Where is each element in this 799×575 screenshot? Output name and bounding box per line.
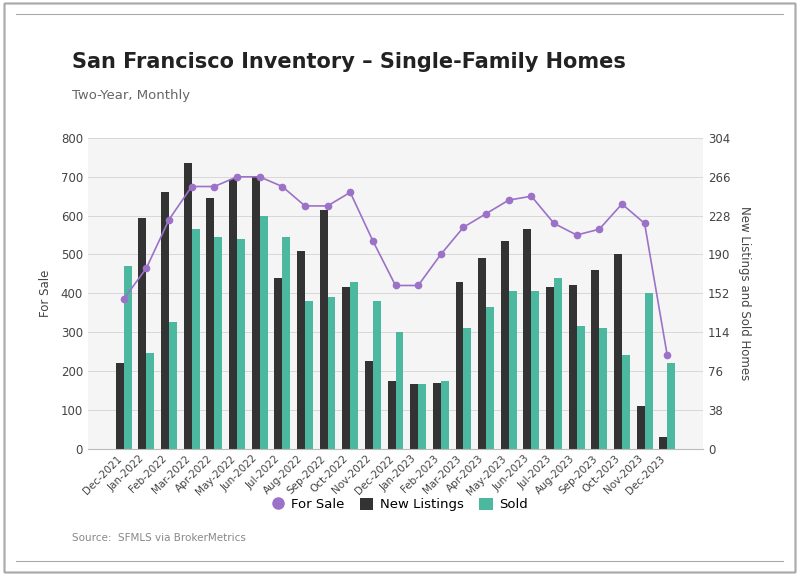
For Sale [481, 210, 491, 217]
Bar [124, 266, 132, 448]
Legend: For Sale, New Listings, Sold: For Sale, New Listings, Sold [266, 493, 533, 517]
Bar [297, 251, 305, 448]
Bar [214, 237, 222, 448]
Bar [667, 363, 675, 448]
For Sale [640, 220, 650, 227]
Bar [614, 254, 622, 448]
Bar [192, 229, 200, 448]
Bar [659, 437, 667, 448]
Bar [373, 301, 381, 448]
Bar [146, 354, 154, 448]
For Sale [368, 237, 378, 244]
For Sale [662, 352, 672, 359]
For Sale [504, 197, 514, 204]
Text: San Francisco Inventory – Single-Family Homes: San Francisco Inventory – Single-Family … [72, 52, 626, 72]
Bar [328, 297, 336, 448]
Bar [523, 229, 531, 448]
Bar [305, 301, 313, 448]
Bar [365, 361, 373, 449]
Bar [486, 307, 494, 448]
Bar [396, 332, 403, 448]
Bar [509, 292, 517, 448]
Bar [645, 293, 653, 448]
Bar [274, 278, 282, 448]
Bar [478, 258, 486, 448]
For Sale [594, 226, 604, 233]
Bar [637, 406, 645, 448]
For Sale [413, 282, 423, 289]
Bar [229, 179, 237, 448]
For Sale [527, 193, 536, 200]
For Sale [141, 264, 151, 271]
Bar [531, 292, 539, 448]
Bar [161, 192, 169, 448]
Bar [569, 286, 577, 448]
Bar [418, 385, 426, 448]
For Sale [459, 224, 468, 231]
Bar [320, 210, 328, 448]
For Sale [323, 202, 332, 209]
For Sale [300, 202, 310, 209]
Bar [282, 237, 290, 448]
Bar [546, 288, 554, 448]
Bar [591, 270, 599, 448]
For Sale [233, 174, 242, 181]
Bar [342, 288, 350, 448]
Bar [350, 282, 358, 448]
Bar [252, 177, 260, 448]
Bar [260, 216, 268, 448]
Bar [169, 323, 177, 448]
For Sale [209, 183, 219, 190]
For Sale [617, 201, 626, 208]
For Sale [436, 251, 446, 258]
For Sale [549, 220, 559, 227]
Bar [501, 241, 509, 448]
For Sale [187, 183, 197, 190]
Bar [622, 355, 630, 449]
Text: Two-Year, Monthly: Two-Year, Monthly [72, 89, 190, 102]
Y-axis label: For Sale: For Sale [39, 270, 53, 317]
Line: For Sale: For Sale [121, 174, 670, 358]
Text: Source:  SFMLS via BrokerMetrics: Source: SFMLS via BrokerMetrics [72, 534, 246, 543]
For Sale [165, 216, 174, 223]
Bar [441, 381, 449, 448]
Y-axis label: New Listings and Sold Homes: New Listings and Sold Homes [738, 206, 751, 381]
Bar [410, 385, 418, 448]
Bar [206, 198, 214, 448]
For Sale [345, 189, 355, 196]
Bar [116, 363, 124, 448]
For Sale [119, 296, 129, 302]
Bar [433, 382, 441, 448]
Bar [237, 239, 245, 448]
Bar [599, 328, 607, 448]
For Sale [255, 174, 264, 181]
Bar [388, 381, 396, 448]
Bar [138, 217, 146, 448]
Bar [554, 278, 562, 448]
Bar [184, 163, 192, 448]
For Sale [572, 232, 582, 239]
Bar [463, 328, 471, 448]
Bar [455, 282, 463, 448]
Bar [577, 326, 585, 448]
For Sale [391, 282, 400, 289]
For Sale [277, 183, 287, 190]
